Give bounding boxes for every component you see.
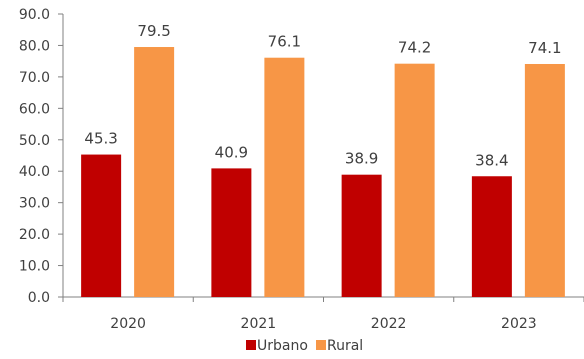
- bar-urbano-2022: [341, 174, 382, 297]
- bar-rural-2022: [394, 63, 435, 297]
- x-tick-label: 2023: [501, 316, 537, 332]
- y-tick-label: 60.0: [19, 101, 50, 117]
- y-tick-label: 90.0: [19, 7, 50, 23]
- bar-rural-2020: [134, 47, 175, 298]
- y-tick-label: 0.0: [28, 290, 50, 306]
- data-label-urbano-2023: 38.4: [475, 151, 508, 169]
- bar-urbano-2023: [471, 176, 512, 297]
- legend-label-rural: Rural: [327, 338, 363, 354]
- x-tick-label: 2022: [371, 316, 407, 332]
- data-label-rural-2022: 74.2: [398, 39, 431, 57]
- y-tick-label: 10.0: [19, 259, 50, 275]
- legend: Urbano Rural: [246, 338, 363, 354]
- x-tick-label: 2020: [110, 316, 146, 332]
- y-tick-label: 80.0: [19, 38, 50, 54]
- data-label-urbano-2021: 40.9: [215, 143, 248, 161]
- y-tick-label: 30.0: [19, 196, 50, 212]
- y-axis: 0.0 10.0 20.0 30.0 40.0 50.0 60.0 70.0 80.0 90.0: [19, 7, 64, 306]
- y-tick-label: 20.0: [19, 227, 50, 243]
- data-labels: 45.3 40.9 38.9 38.4 79.5 76.1 74.2 74.1: [84, 22, 561, 169]
- data-label-rural-2020: 79.5: [137, 22, 170, 40]
- bars: [81, 47, 565, 298]
- y-tick-label: 40.0: [19, 164, 50, 180]
- x-tick-label: 2021: [241, 316, 277, 332]
- data-label-urbano-2022: 38.9: [345, 150, 378, 168]
- bar-rural-2021: [264, 57, 305, 297]
- bar-urbano-2020: [81, 154, 122, 297]
- legend-label-urbano: Urbano: [257, 338, 308, 354]
- data-label-rural-2021: 76.1: [268, 33, 301, 51]
- legend-swatch-urbano: [246, 340, 256, 350]
- data-label-urbano-2020: 45.3: [84, 130, 117, 148]
- y-tick-label: 50.0: [19, 133, 50, 149]
- legend-swatch-rural: [316, 340, 326, 350]
- x-axis: 2020 2021 2022 2023: [62, 296, 584, 332]
- data-label-rural-2023: 74.1: [528, 39, 561, 57]
- bar-urbano-2021: [211, 168, 252, 297]
- y-tick-label: 70.0: [19, 70, 50, 86]
- bar-rural-2023: [524, 63, 565, 297]
